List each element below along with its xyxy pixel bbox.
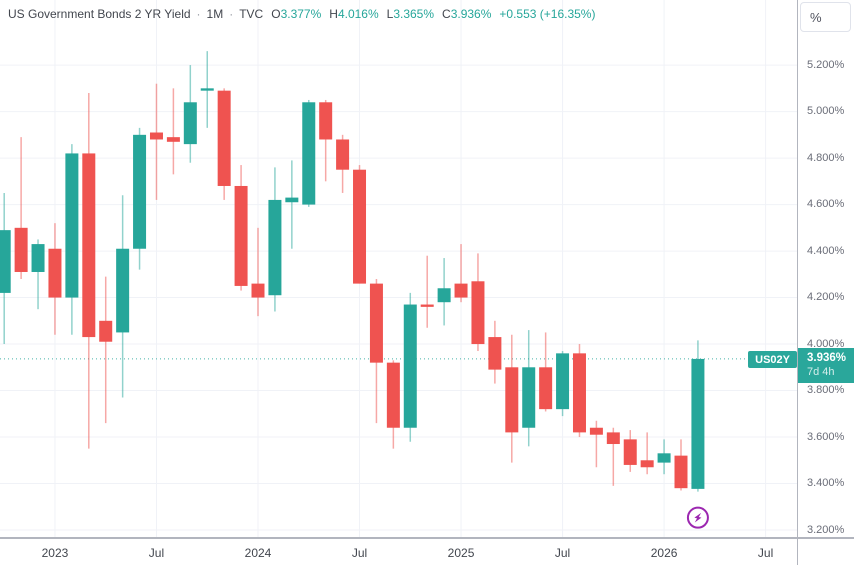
candle-2025-11 (623, 430, 637, 472)
candle-2022-12 (31, 239, 45, 310)
time-tick-label: 2023 (41, 546, 69, 560)
time-tick-label: 2025 (447, 546, 475, 560)
candle-2023-10 (200, 51, 214, 128)
candle-2024-08 (369, 278, 383, 424)
candle-2022-11 (14, 137, 28, 279)
price-tick-label: 5.000% (807, 105, 845, 118)
price-tick-label: 4.600% (807, 198, 845, 211)
interval-label[interactable]: 1M (206, 7, 224, 21)
time-tick-label: Jul (757, 546, 774, 560)
candle-2023-11 (217, 88, 231, 200)
price-tick-label: 5.200% (807, 58, 845, 71)
percent-unit-button[interactable]: % (800, 2, 851, 32)
candle-2024-05 (319, 99, 333, 182)
candle-2024-12 (437, 258, 451, 326)
candle-2024-06 (336, 134, 350, 193)
price-tick-label: 4.000% (807, 337, 845, 350)
ohlc-high: H4.016% (329, 7, 379, 21)
candle-2023-03 (82, 92, 96, 449)
candle-2025-01 (454, 244, 468, 303)
candle-2023-12 (234, 165, 248, 291)
time-tick-label: Jul (351, 546, 368, 560)
time-tick-label: 2026 (650, 546, 678, 560)
candle-2023-01 (48, 223, 62, 335)
candle-2025-03 (488, 320, 502, 384)
current-price-value: 3.936% (807, 352, 847, 364)
price-tick-label: 4.200% (807, 291, 845, 304)
axis-corner-divider (797, 539, 798, 565)
legend-separator: · (196, 7, 201, 21)
time-axis[interactable]: 2023 Jul 2024 Jul 2025 Jul 2026 Jul (0, 537, 854, 565)
candle-2024-11 (420, 255, 434, 328)
price-tick-label: 3.400% (807, 477, 845, 490)
candle-2024-10 (403, 292, 417, 442)
candle-2023-02 (65, 144, 79, 335)
candle-2025-08 (572, 344, 586, 438)
ohlc-low: L3.365% (386, 7, 435, 21)
time-tick-label: Jul (554, 546, 571, 560)
candle-2023-08 (166, 88, 180, 175)
ohlc-open: O3.377% (271, 7, 322, 21)
candle-2026-01 (657, 439, 671, 475)
candle-2023-06 (133, 127, 147, 270)
price-axis[interactable]: % 5.200% 5.000% 4.800% 4.600% 4.400% 4.200% 4.… (797, 0, 854, 537)
exchange-label: TVC (239, 7, 264, 21)
price-tick-label: 3.800% (807, 384, 845, 397)
candle-2023-09 (183, 65, 197, 163)
symbol-legend: US Government Bonds 2 YR Yield · 1M · TV… (8, 7, 595, 21)
chart-plot-area[interactable]: US Government Bonds 2 YR Yield · 1M · TV… (0, 0, 797, 537)
symbol-title[interactable]: US Government Bonds 2 YR Yield (8, 7, 191, 21)
candle-2025-04 (505, 334, 519, 463)
candle-2025-05 (522, 330, 536, 447)
current-price-badge: 3.936% 7d 4h (798, 348, 854, 383)
candle-2023-05 (116, 195, 130, 398)
candle-2024-03 (285, 160, 299, 249)
candle-2026-03 (691, 340, 705, 492)
candle-2024-04 (302, 99, 316, 207)
change-value: +0.553 (+16.35%) (499, 7, 596, 21)
candle-2023-07 (149, 83, 163, 200)
candle-2025-06 (539, 332, 553, 412)
candle-2022-10 (0, 192, 11, 345)
candle-2026-02 (674, 439, 688, 491)
price-line-symbol-badge: US02Y (748, 351, 797, 368)
candle-2024-07 (353, 165, 367, 284)
time-tick-label: Jul (148, 546, 165, 560)
time-tick-label: 2024 (244, 546, 272, 560)
candle-2025-09 (589, 420, 603, 468)
event-marker-lightning-icon[interactable] (686, 506, 709, 529)
price-tick-label: 4.800% (807, 151, 845, 164)
bar-countdown: 7d 4h (807, 366, 835, 378)
candle-2025-02 (471, 253, 485, 352)
candle-2024-02 (268, 167, 282, 312)
candle-2023-04 (99, 276, 113, 424)
price-tick-label: 3.200% (807, 523, 845, 536)
candlestick-chart-svg[interactable] (0, 0, 797, 537)
candle-2025-10 (606, 427, 620, 486)
candle-2024-09 (386, 360, 400, 449)
candles-layer (0, 51, 705, 492)
price-tick-label: 3.600% (807, 430, 845, 443)
ohlc-close: C3.936% (442, 7, 492, 21)
candle-2024-01 (251, 227, 265, 317)
legend-separator: · (229, 7, 234, 21)
price-tick-label: 4.400% (807, 244, 845, 257)
candle-2025-12 (640, 432, 654, 475)
candle-2025-07 (556, 351, 570, 417)
